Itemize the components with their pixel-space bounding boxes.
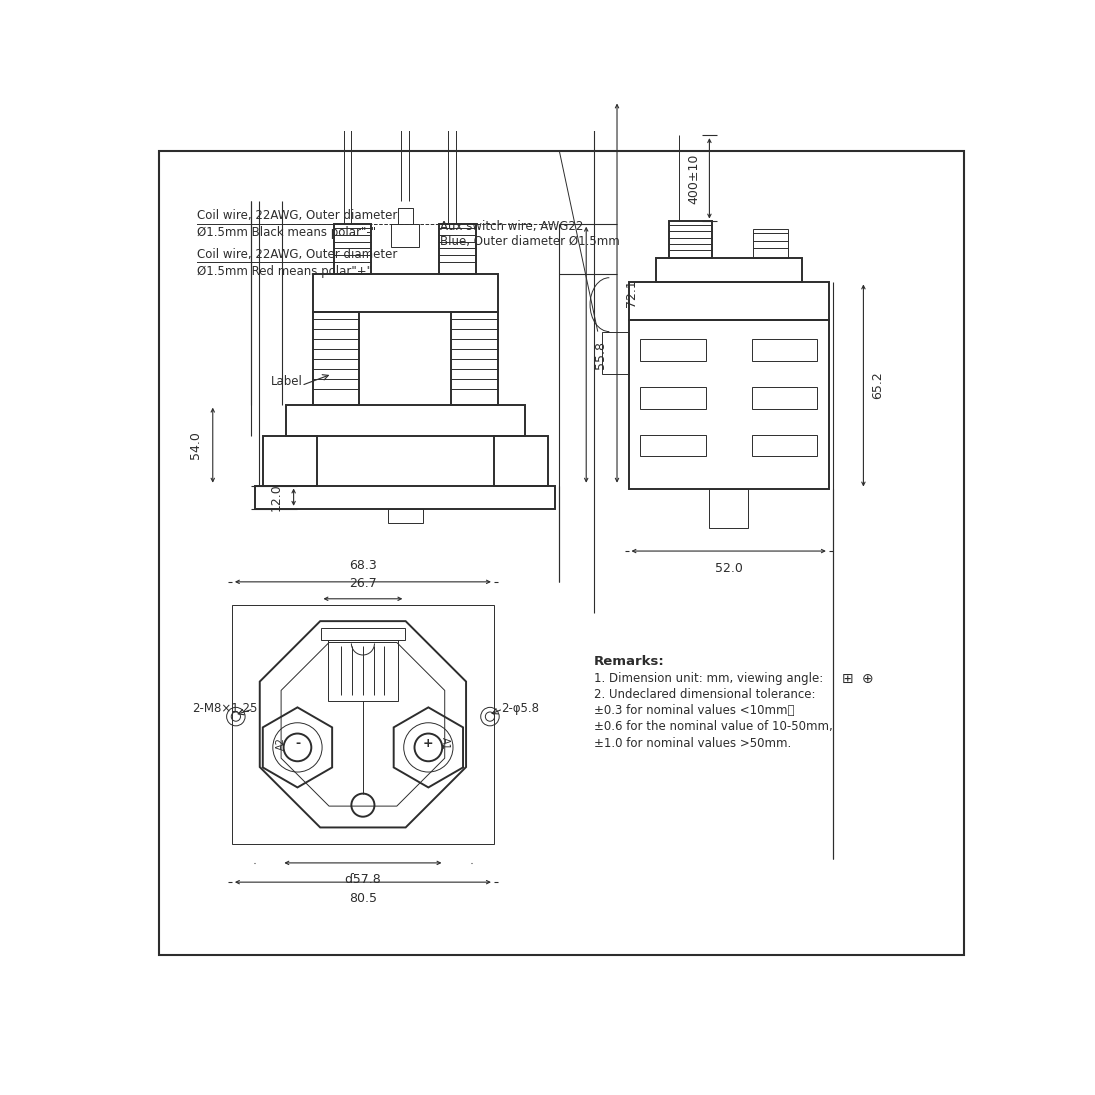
Bar (710, 489, 748, 528)
Bar (451, 312, 497, 405)
Bar (389, 509, 423, 522)
Bar (752, 387, 817, 408)
Text: Coil wire, 22AWG, Outer diameter: Coil wire, 22AWG, Outer diameter (197, 209, 397, 222)
Text: 2-M8×1.25: 2-M8×1.25 (192, 702, 257, 715)
Bar (753, 229, 788, 258)
Bar (313, 312, 359, 405)
Bar (601, 332, 629, 374)
Bar (313, 274, 497, 312)
Bar (286, 405, 525, 436)
Bar (232, 604, 494, 843)
Text: Aux switch wire, AWG22: Aux switch wire, AWG22 (440, 220, 584, 233)
Bar (641, 339, 705, 361)
Text: ±0.6 for the nominal value of 10-50mm,: ±0.6 for the nominal value of 10-50mm, (593, 721, 832, 734)
Text: 1. Dimension unit: mm, viewing angle:: 1. Dimension unit: mm, viewing angle: (593, 672, 823, 685)
Text: 52.0: 52.0 (715, 562, 742, 575)
Text: 12.0: 12.0 (269, 483, 283, 511)
Text: ⊞: ⊞ (842, 672, 854, 685)
Text: A2: A2 (276, 737, 286, 750)
Bar (328, 639, 397, 701)
Text: 80.5: 80.5 (349, 892, 377, 906)
Text: 55.8: 55.8 (593, 341, 607, 369)
Text: Ø1.5mm Red means polar"+": Ø1.5mm Red means polar"+" (197, 265, 372, 278)
Bar (255, 485, 555, 509)
Bar (263, 436, 316, 485)
Bar (641, 435, 705, 457)
Text: ɗ57.8: ɗ57.8 (345, 873, 381, 886)
Bar (641, 387, 705, 408)
Text: ±1.0 for nominal values >50mm.: ±1.0 for nominal values >50mm. (593, 737, 792, 750)
Bar (629, 320, 829, 489)
Text: 400±10: 400±10 (688, 153, 700, 204)
Text: Ø1.5mm Black means polar"-": Ø1.5mm Black means polar"-" (197, 227, 377, 239)
Bar (656, 258, 802, 281)
Text: +: + (423, 737, 434, 750)
Bar (669, 221, 712, 258)
Text: 54.0: 54.0 (189, 431, 201, 459)
Text: Remarks:: Remarks: (593, 655, 665, 668)
Text: -: - (295, 737, 300, 750)
Text: 2-φ5.8: 2-φ5.8 (502, 702, 540, 715)
Text: ±0.3 for nominal values <10mm，: ±0.3 for nominal values <10mm， (593, 704, 794, 717)
Text: A1: A1 (440, 737, 450, 750)
Bar (391, 223, 419, 246)
Text: Label: Label (270, 376, 302, 388)
Bar (334, 223, 371, 274)
Text: ⊕: ⊕ (862, 672, 873, 685)
Text: 68.3: 68.3 (349, 558, 377, 572)
Text: 65.2: 65.2 (872, 371, 884, 400)
Text: Blue, Outer diameter Ø1.5mm: Blue, Outer diameter Ø1.5mm (440, 235, 620, 249)
Bar (752, 339, 817, 361)
Bar (494, 436, 548, 485)
Text: 72.1: 72.1 (625, 279, 637, 307)
Bar (629, 281, 829, 320)
Text: Coil wire, 22AWG, Outer diameter: Coil wire, 22AWG, Outer diameter (197, 247, 397, 261)
Text: 26.7: 26.7 (349, 577, 377, 589)
Bar (752, 435, 817, 457)
Text: 2. Undeclared dimensional tolerance:: 2. Undeclared dimensional tolerance: (593, 688, 816, 701)
Bar (321, 629, 405, 639)
Bar (439, 223, 476, 274)
